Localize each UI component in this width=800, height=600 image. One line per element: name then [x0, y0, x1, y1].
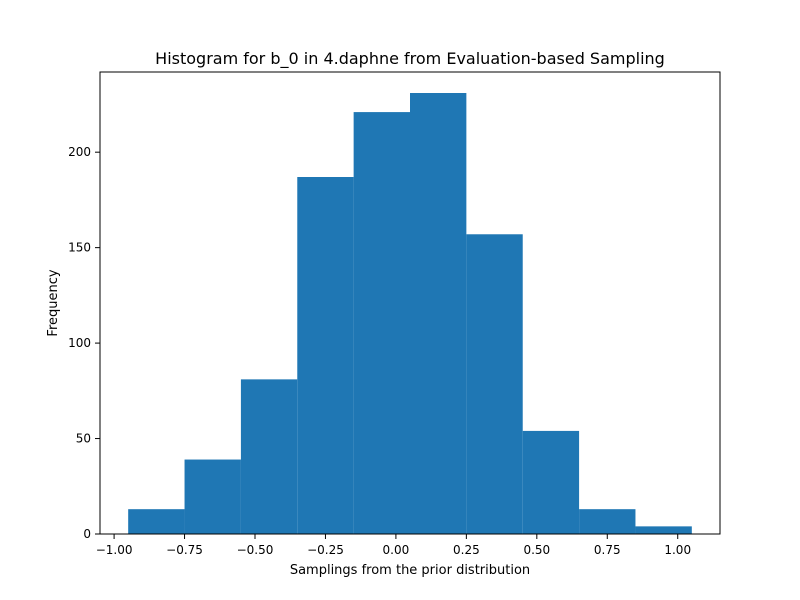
- histogram-bar-8: [579, 509, 636, 534]
- x-tick-label: 0.00: [383, 543, 410, 557]
- histogram-bar-3: [297, 177, 354, 534]
- plot-frame: [99, 71, 721, 535]
- histogram-bar-5: [410, 93, 467, 534]
- y-tick-label: 150: [68, 241, 91, 255]
- x-tick-label: 0.50: [523, 543, 550, 557]
- histogram-bar-7: [522, 430, 580, 534]
- x-axis-label: Samplings from the prior distribution: [290, 563, 530, 578]
- y-tick-label: 200: [68, 145, 91, 159]
- chart-title: Histogram for b_0 in 4.daphne from Evalu…: [155, 49, 665, 69]
- x-tick-label: −0.25: [307, 543, 344, 557]
- x-axis-ticks: −1.00 −0.75 −0.50 −0.25 0.00 0.25 0.50 0.75 1.00: [96, 534, 691, 557]
- y-tick-label: 0: [83, 527, 91, 541]
- histogram-bar-0: [128, 509, 185, 534]
- y-axis-ticks: 0 50 100 150 200: [68, 145, 100, 541]
- histogram-bar-2: [240, 379, 298, 534]
- histogram-bar-1: [184, 459, 241, 534]
- x-tick-label: 0.25: [453, 543, 480, 557]
- x-tick-label: 1.00: [664, 543, 691, 557]
- x-tick-label: −0.75: [166, 543, 203, 557]
- histogram-bar-4: [353, 112, 410, 534]
- x-tick-label: −1.00: [96, 543, 133, 557]
- histogram-bar-6: [466, 234, 523, 535]
- histogram-bar-9: [635, 526, 692, 534]
- x-tick-label: 0.75: [594, 543, 621, 557]
- y-axis-label: Frequency: [46, 269, 61, 336]
- bars: [128, 93, 692, 535]
- y-tick-label: 50: [76, 432, 91, 446]
- x-tick-label: −0.50: [237, 543, 274, 557]
- y-tick-label: 100: [68, 336, 91, 350]
